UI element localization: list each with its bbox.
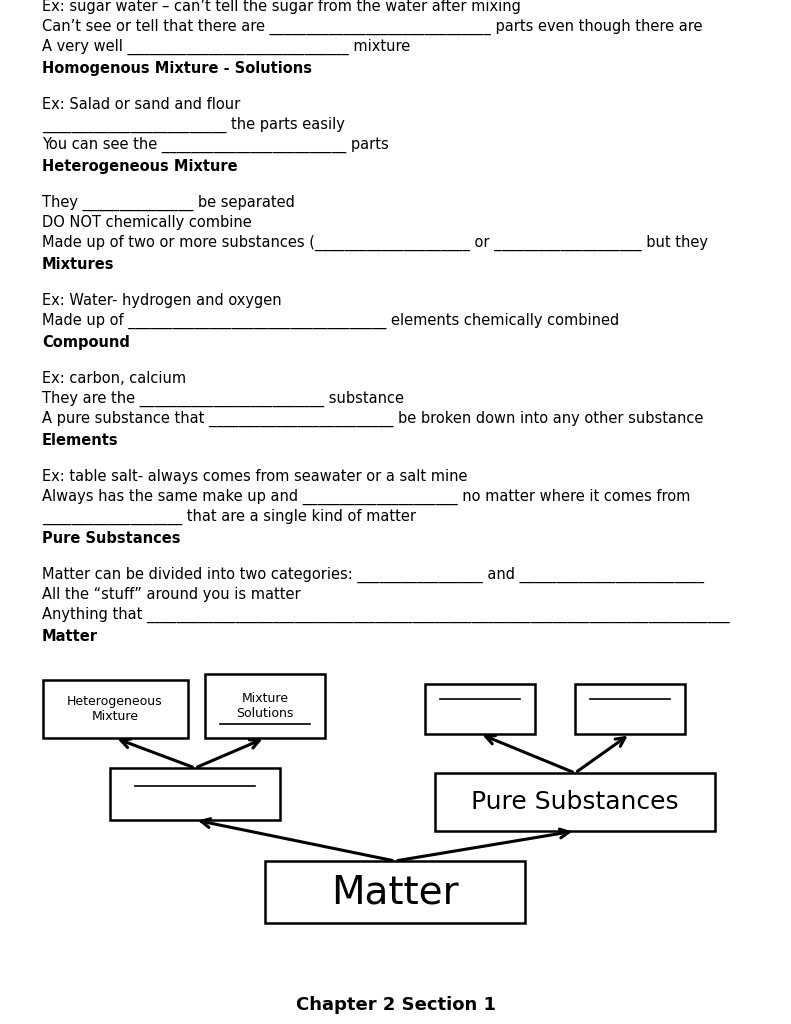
- Text: Ex: carbon, calcium: Ex: carbon, calcium: [42, 371, 186, 386]
- Text: Pure Substances: Pure Substances: [42, 531, 180, 546]
- Text: Elements: Elements: [42, 433, 119, 449]
- Text: Can’t see or tell that there are ______________________________ parts even thoug: Can’t see or tell that there are _______…: [42, 19, 702, 35]
- Text: Heterogeneous
Mixture: Heterogeneous Mixture: [67, 695, 163, 723]
- Text: Ex: Water- hydrogen and oxygen: Ex: Water- hydrogen and oxygen: [42, 293, 282, 308]
- Text: They _______________ be separated: They _______________ be separated: [42, 195, 295, 211]
- Text: A very well ______________________________ mixture: A very well ____________________________…: [42, 39, 411, 55]
- Text: All the “stuff” around you is matter: All the “stuff” around you is matter: [42, 587, 301, 602]
- Text: ___________________ that are a single kind of matter: ___________________ that are a single ki…: [42, 509, 416, 525]
- Text: Matter can be divided into two categories: _________________ and _______________: Matter can be divided into two categorie…: [42, 567, 704, 584]
- Text: They are the _________________________ substance: They are the _________________________ s…: [42, 391, 404, 408]
- Text: Mixture
Solutions: Mixture Solutions: [237, 692, 293, 720]
- Text: Made up of two or more substances (_____________________ or ____________________: Made up of two or more substances (_____…: [42, 234, 708, 251]
- Text: Ex: Salad or sand and flour: Ex: Salad or sand and flour: [42, 97, 240, 112]
- Text: You can see the _________________________ parts: You can see the ________________________…: [42, 137, 388, 154]
- Text: Always has the same make up and _____________________ no matter where it comes f: Always has the same make up and ________…: [42, 489, 691, 505]
- Bar: [575, 684, 685, 734]
- Bar: [265, 861, 525, 923]
- Text: _________________________ the parts easily: _________________________ the parts easi…: [42, 117, 345, 133]
- Bar: [205, 674, 325, 738]
- Text: Compound: Compound: [42, 335, 130, 350]
- Text: Made up of ___________________________________ elements chemically combined: Made up of _____________________________…: [42, 313, 619, 329]
- Text: Matter: Matter: [42, 629, 98, 644]
- Text: Pure Substances: Pure Substances: [471, 790, 679, 814]
- Text: Matter: Matter: [331, 873, 459, 911]
- Text: Chapter 2 Section 1: Chapter 2 Section 1: [296, 996, 495, 1014]
- Bar: [425, 684, 535, 734]
- Text: Ex: table salt- always comes from seawater or a salt mine: Ex: table salt- always comes from seawat…: [42, 469, 467, 484]
- Text: DO NOT chemically combine: DO NOT chemically combine: [42, 215, 252, 230]
- Text: Homogenous Mixture - Solutions: Homogenous Mixture - Solutions: [42, 61, 312, 76]
- Text: Heterogeneous Mixture: Heterogeneous Mixture: [42, 159, 237, 174]
- Bar: [110, 768, 280, 820]
- Text: Mixtures: Mixtures: [42, 257, 115, 272]
- Bar: [435, 773, 715, 831]
- Text: Ex: sugar water – can’t tell the sugar from the water after mixing: Ex: sugar water – can’t tell the sugar f…: [42, 0, 521, 14]
- Text: Anything that __________________________________________________________________: Anything that __________________________…: [42, 607, 729, 624]
- Bar: [43, 680, 187, 738]
- Text: A pure substance that _________________________ be broken down into any other su: A pure substance that __________________…: [42, 411, 703, 427]
